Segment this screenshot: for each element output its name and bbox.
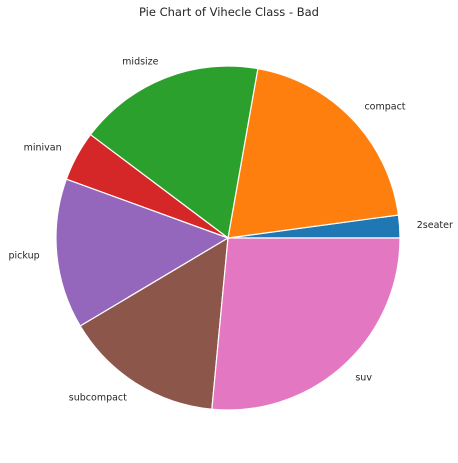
pie-slice-compact xyxy=(227,68,400,239)
chart-title: Pie Chart of Vihecle Class - Bad xyxy=(139,5,319,19)
pie-slice-pickup xyxy=(55,178,229,327)
pie-label-pickup: pickup xyxy=(8,250,39,261)
pie-label-subcompact: subcompact xyxy=(69,392,127,403)
pie-slices xyxy=(55,65,401,411)
pie-slice-subcompact xyxy=(79,237,229,410)
pie-labels: 2seater compact midsize minivan pickup subcom… xyxy=(8,57,453,404)
pie-label-minivan: minivan xyxy=(24,142,62,153)
pie-label-2seater: 2seater xyxy=(417,220,453,231)
pie-label-suv: suv xyxy=(355,372,372,383)
pie-slice-suv xyxy=(211,237,401,411)
pie-label-midsize: midsize xyxy=(122,57,158,68)
pie-label-compact: compact xyxy=(364,101,405,112)
pie-slice-midsize xyxy=(89,65,259,239)
